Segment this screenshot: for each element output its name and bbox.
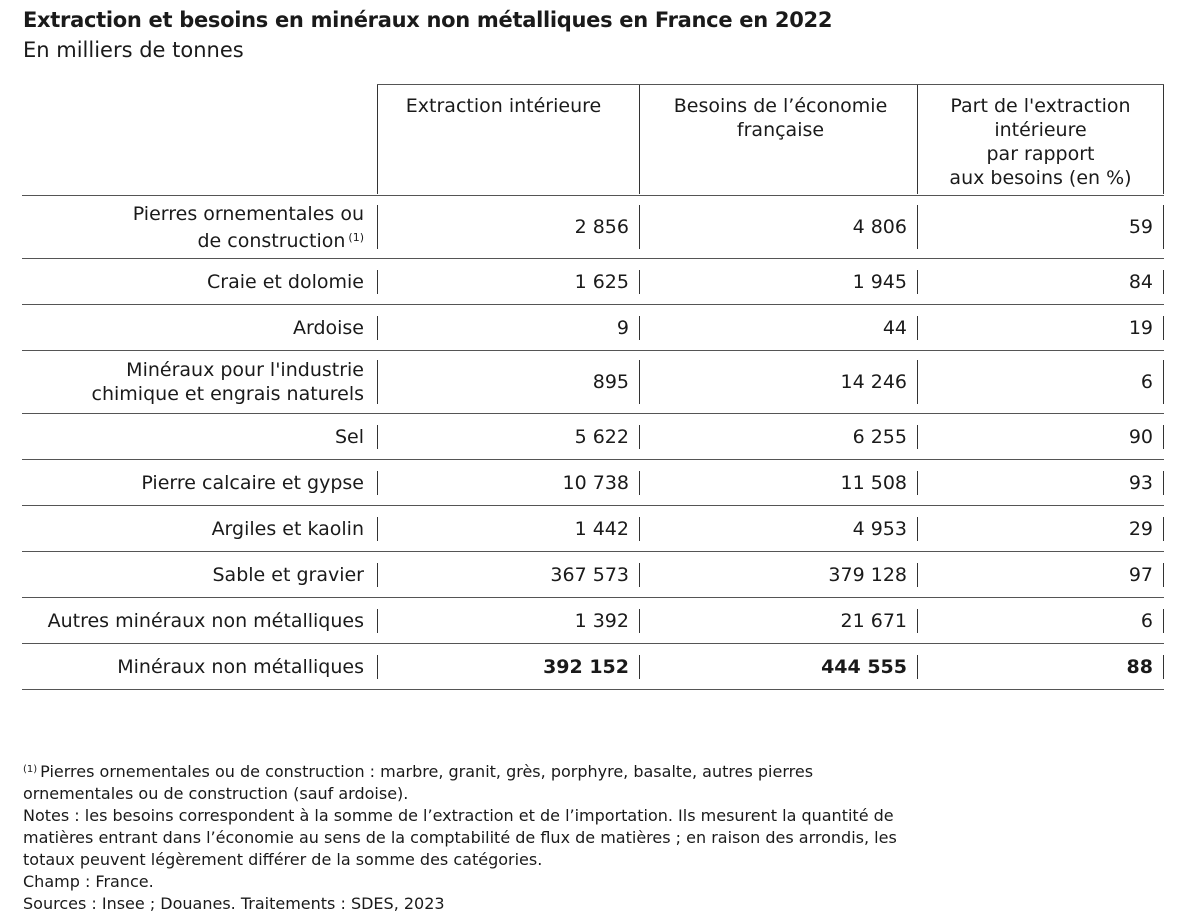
cell-besoins: 4 806: [639, 205, 917, 249]
notes-text: Notes : les besoins correspondent à la s…: [23, 806, 897, 869]
table-row: Argiles et kaolin 1 442 4 953 29: [22, 506, 1164, 552]
champ-text: Champ : France.: [23, 872, 154, 891]
header-part-line3: par rapport: [986, 143, 1095, 165]
chart-subtitle: En milliers de tonnes: [23, 38, 244, 62]
row-label: Pierres ornementales ou de construction(…: [22, 196, 377, 259]
row-label: Minéraux non métalliques: [22, 644, 377, 690]
footnote-text: Pierres ornementales ou de construction …: [23, 762, 814, 803]
cell-besoins: 21 671: [639, 608, 917, 633]
footnotes: (1) Pierres ornementales ou de constructi…: [23, 759, 923, 915]
table-row: Pierres ornementales ou de construction(…: [22, 196, 1164, 259]
data-table: Extraction intérieure Besoins de l’écono…: [22, 84, 1164, 690]
cell-besoins: 44: [639, 315, 917, 340]
cell-extraction: 10 738: [377, 470, 639, 495]
header-besoins-line1: Besoins de l’économie: [673, 95, 888, 117]
row-label: Argiles et kaolin: [22, 506, 377, 552]
header-part: Part de l'extraction intérieure par rapp…: [917, 84, 1164, 196]
row-label: Ardoise: [22, 305, 377, 351]
row-label: Pierre calcaire et gypse: [22, 460, 377, 506]
row-label-line2: chimique et engrais naturels: [91, 383, 364, 405]
cell-part: 29: [917, 516, 1164, 541]
cell-extraction: 1 392: [377, 608, 639, 633]
row-label: Minéraux pour l'industrie chimique et en…: [22, 351, 377, 414]
row-label-line2: de construction: [197, 229, 346, 252]
cell-part: 6: [917, 608, 1164, 633]
cell-part: 6: [917, 360, 1164, 404]
cell-extraction: 9: [377, 315, 639, 340]
cell-extraction: 895: [377, 360, 639, 404]
table-row: Craie et dolomie 1 625 1 945 84: [22, 259, 1164, 305]
header-part-line2: intérieure: [994, 119, 1087, 141]
table-row: Minéraux pour l'industrie chimique et en…: [22, 351, 1164, 414]
row-label: Autres minéraux non métalliques: [22, 598, 377, 644]
row-label: Sable et gravier: [22, 552, 377, 598]
cell-extraction-total: 392 152: [377, 654, 639, 679]
row-label-line1: Pierres ornementales ou: [132, 202, 364, 225]
table-row: Sable et gravier 367 573 379 128 97: [22, 552, 1164, 598]
header-part-line1: Part de l'extraction: [950, 95, 1131, 117]
footnote-1: (1) Pierres ornementales ou de constructi…: [23, 759, 923, 805]
table-row: Autres minéraux non métalliques 1 392 21…: [22, 598, 1164, 644]
header-corner: [22, 84, 377, 196]
footnote-marker: (1): [23, 764, 38, 775]
cell-extraction: 1 625: [377, 269, 639, 294]
row-label-line1: Minéraux pour l'industrie: [126, 359, 364, 381]
cell-besoins: 6 255: [639, 424, 917, 449]
header-row: Extraction intérieure Besoins de l’écono…: [22, 84, 1164, 196]
header-extraction-label: Extraction intérieure: [405, 95, 602, 117]
cell-besoins: 4 953: [639, 516, 917, 541]
header-extraction: Extraction intérieure: [377, 84, 639, 196]
cell-besoins: 379 128: [639, 562, 917, 587]
cell-besoins: 1 945: [639, 269, 917, 294]
row-label: Sel: [22, 414, 377, 460]
cell-besoins: 14 246: [639, 360, 917, 404]
header-besoins: Besoins de l’économie française: [639, 84, 917, 196]
footnote-ref: (1): [348, 230, 364, 244]
sources-text: Sources : Insee ; Douanes. Traitements :…: [23, 894, 445, 913]
cell-extraction: 5 622: [377, 424, 639, 449]
table-row: Sel 5 622 6 255 90: [22, 414, 1164, 460]
cell-part: 19: [917, 315, 1164, 340]
cell-part: 90: [917, 424, 1164, 449]
table-row: Pierre calcaire et gypse 10 738 11 508 9…: [22, 460, 1164, 506]
cell-part: 59: [917, 205, 1164, 249]
cell-part: 84: [917, 269, 1164, 294]
cell-extraction: 1 442: [377, 516, 639, 541]
table-row: Ardoise 9 44 19: [22, 305, 1164, 351]
table-row-total: Minéraux non métalliques 392 152 444 555…: [22, 644, 1164, 690]
cell-besoins-total: 444 555: [639, 654, 917, 679]
row-label: Craie et dolomie: [22, 259, 377, 305]
header-part-line4: aux besoins (en %): [949, 167, 1132, 189]
cell-part-total: 88: [917, 654, 1164, 679]
cell-besoins: 11 508: [639, 470, 917, 495]
cell-extraction: 2 856: [377, 205, 639, 249]
cell-part: 97: [917, 562, 1164, 587]
chart-title: Extraction et besoins en minéraux non mé…: [23, 8, 833, 32]
cell-part: 93: [917, 470, 1164, 495]
cell-extraction: 367 573: [377, 562, 639, 587]
header-besoins-line2: française: [736, 119, 825, 141]
